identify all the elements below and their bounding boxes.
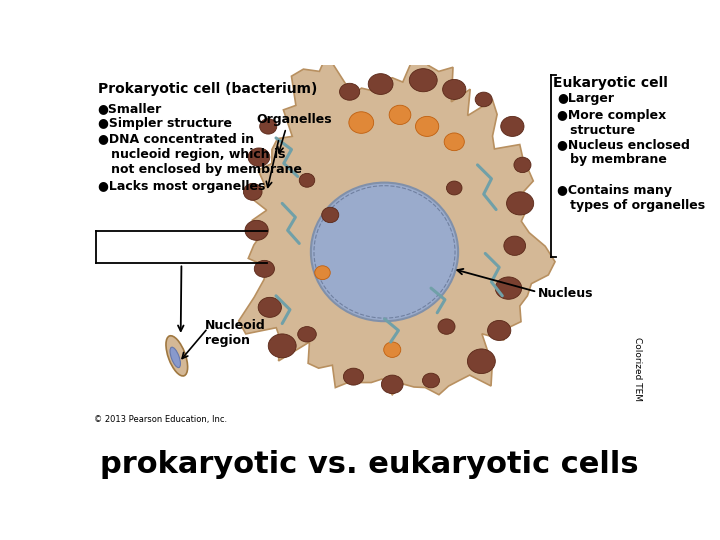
Text: © 2013 Pearson Education, Inc.: © 2013 Pearson Education, Inc.: [94, 415, 227, 424]
Ellipse shape: [384, 342, 401, 357]
Ellipse shape: [245, 220, 269, 240]
Ellipse shape: [504, 236, 526, 255]
Ellipse shape: [254, 260, 274, 278]
Ellipse shape: [258, 298, 282, 318]
Text: Organelles: Organelles: [256, 112, 332, 125]
Text: prokaryotic vs. eukaryotic cells: prokaryotic vs. eukaryotic cells: [99, 450, 639, 479]
Ellipse shape: [315, 266, 330, 280]
Ellipse shape: [507, 192, 534, 215]
Ellipse shape: [343, 368, 364, 385]
Ellipse shape: [349, 112, 374, 133]
Ellipse shape: [475, 92, 492, 107]
Ellipse shape: [322, 207, 339, 222]
Text: Eukaryotic cell: Eukaryotic cell: [554, 76, 668, 90]
Text: ●Larger: ●Larger: [557, 92, 614, 105]
Ellipse shape: [368, 73, 393, 94]
Ellipse shape: [248, 148, 270, 166]
Text: ●Lacks most organelles: ●Lacks most organelles: [98, 180, 265, 193]
Ellipse shape: [389, 105, 411, 125]
Ellipse shape: [243, 184, 262, 200]
Text: ●Simpler structure: ●Simpler structure: [98, 117, 232, 130]
Ellipse shape: [166, 336, 188, 376]
Ellipse shape: [495, 277, 522, 299]
Ellipse shape: [409, 69, 437, 92]
Text: ●Smaller: ●Smaller: [98, 102, 162, 115]
Text: ●Contains many
   types of organelles: ●Contains many types of organelles: [557, 184, 706, 212]
Ellipse shape: [300, 173, 315, 187]
Ellipse shape: [446, 181, 462, 195]
Ellipse shape: [438, 319, 455, 334]
Ellipse shape: [297, 327, 316, 342]
Ellipse shape: [423, 373, 439, 388]
Ellipse shape: [500, 117, 524, 137]
Polygon shape: [239, 45, 555, 395]
Text: Prokaryotic cell (bacterium): Prokaryotic cell (bacterium): [98, 82, 317, 96]
Ellipse shape: [487, 320, 510, 340]
Ellipse shape: [311, 183, 458, 321]
Ellipse shape: [443, 79, 466, 99]
Ellipse shape: [170, 347, 181, 368]
Text: ●More complex
   structure: ●More complex structure: [557, 109, 667, 137]
Ellipse shape: [382, 375, 403, 394]
Ellipse shape: [444, 133, 464, 151]
Ellipse shape: [415, 117, 438, 137]
Ellipse shape: [467, 349, 495, 374]
Text: Colorized TEM: Colorized TEM: [633, 337, 642, 401]
Ellipse shape: [340, 83, 360, 100]
Text: ●DNA concentrated in
   nucleoid region, which is
   not enclosed by membrane: ●DNA concentrated in nucleoid region, wh…: [98, 132, 302, 176]
Text: ●Nucleus enclosed
   by membrane: ●Nucleus enclosed by membrane: [557, 138, 690, 166]
Text: Nucleoid
region: Nucleoid region: [204, 319, 266, 347]
Ellipse shape: [269, 334, 296, 358]
Ellipse shape: [260, 119, 276, 134]
Ellipse shape: [514, 157, 531, 173]
Text: Nucleus: Nucleus: [538, 287, 593, 300]
